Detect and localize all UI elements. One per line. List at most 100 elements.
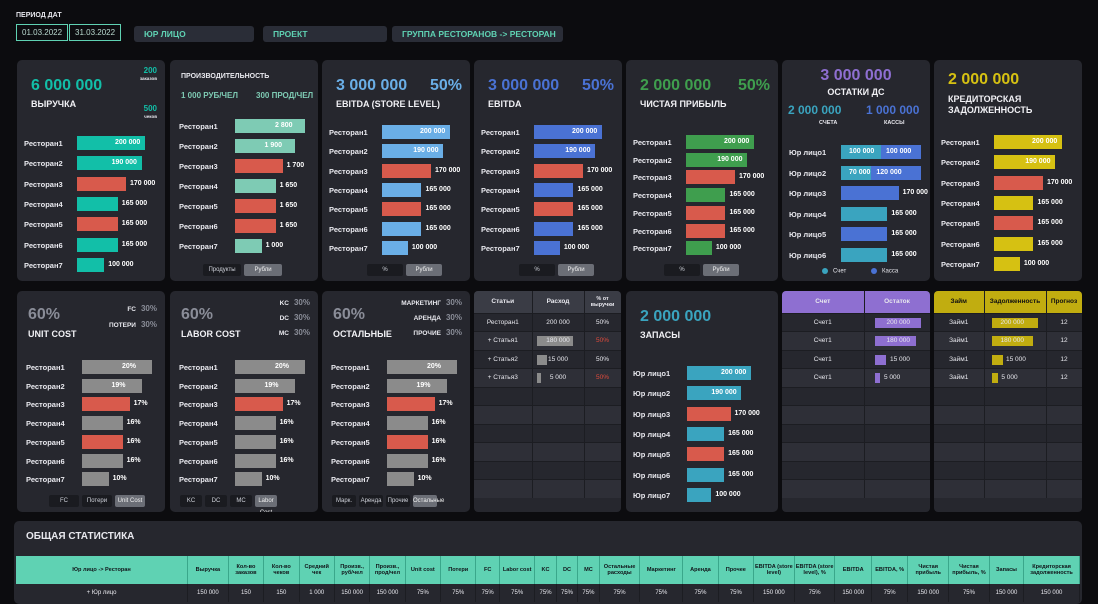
- bar-row[interactable]: Юр лицо5 165 000: [626, 447, 778, 462]
- stats-header-cell[interactable]: EBITDA: [834, 556, 872, 584]
- bar-row[interactable]: Ресторан1 200 000: [17, 136, 165, 150]
- expense-row[interactable]: + Статья1 180 000 50%: [474, 331, 621, 350]
- bar-row[interactable]: Ресторан3 1 700: [170, 159, 318, 173]
- bar-row[interactable]: Ресторан2 190 000: [322, 144, 470, 159]
- expense-row[interactable]: + Статья2 15 000 50%: [474, 349, 621, 369]
- bar-row[interactable]: Ресторан5 165 000: [626, 205, 778, 220]
- toggle-button[interactable]: MC: [230, 495, 252, 507]
- toggle-button[interactable]: %: [664, 264, 700, 276]
- bar-row[interactable]: Ресторан2 19%: [170, 378, 318, 393]
- toggle-button[interactable]: Labor Cost: [255, 495, 277, 512]
- bar-row[interactable]: Ресторан3 17%: [322, 397, 470, 412]
- bar-row[interactable]: Ресторан5 16%: [170, 434, 318, 449]
- stats-header-cell[interactable]: Кредиторская задолженность: [1023, 556, 1080, 584]
- toggle-button[interactable]: DC: [205, 495, 227, 507]
- bar-row[interactable]: Ресторан7 1 000: [170, 239, 318, 253]
- bar-row[interactable]: Юр лицо6 165 000: [782, 248, 930, 262]
- bar-row[interactable]: Ресторан1 2 800: [170, 119, 318, 133]
- bar-row[interactable]: Ресторан1 200 000: [474, 125, 622, 139]
- loan-row[interactable]: Займ1 5 000 12: [934, 368, 1082, 387]
- bar-row[interactable]: Ресторан2 19%: [17, 378, 165, 393]
- bar-row[interactable]: Ресторан1 20%: [17, 360, 165, 374]
- bar-row[interactable]: Ресторан4 165 000: [474, 182, 622, 197]
- filter-project[interactable]: ПРОЕКТ: [263, 26, 387, 42]
- toggle-button[interactable]: Потери: [82, 495, 112, 507]
- stats-header-cell[interactable]: Произв., прод/чел: [369, 556, 406, 584]
- stats-header-cell[interactable]: Остальные расходы: [599, 556, 641, 584]
- stats-header-cell[interactable]: Labor cost: [499, 556, 536, 584]
- bar-row[interactable]: Юр лицо4 165 000: [626, 426, 778, 441]
- bar-row[interactable]: Юр лицо2 70 000 120 000: [782, 165, 930, 180]
- bar-row[interactable]: Ресторан2 190 000: [626, 152, 778, 167]
- stats-header-cell[interactable]: Юр лицо -> Ресторан: [16, 556, 189, 584]
- bar-row[interactable]: Ресторан3 17%: [17, 397, 165, 412]
- bar-row[interactable]: Ресторан2 1 900: [170, 139, 318, 153]
- toggle-button[interactable]: Остальные: [413, 495, 444, 507]
- bar-row[interactable]: Юр лицо4 165 000: [782, 206, 930, 221]
- bar-row[interactable]: Ресторан5 165 000: [934, 216, 1082, 231]
- stats-header-cell[interactable]: Потери: [440, 556, 477, 584]
- bar-row[interactable]: Ресторан5 165 000: [322, 202, 470, 217]
- toggle-button[interactable]: %: [367, 264, 403, 276]
- toggle-button[interactable]: FC: [49, 495, 79, 507]
- bar-row[interactable]: Ресторан7 100 000: [322, 240, 470, 255]
- bar-row[interactable]: Юр лицо6 165 000: [626, 467, 778, 482]
- loans-header-forecast[interactable]: Прогноз: [1046, 291, 1082, 313]
- bar-row[interactable]: Ресторан5 165 000: [474, 202, 622, 217]
- bar-row[interactable]: Ресторан4 165 000: [322, 182, 470, 197]
- bar-row[interactable]: Ресторан3 17%: [170, 397, 318, 412]
- account-row[interactable]: Счет1 15 000: [782, 349, 930, 369]
- stats-header-cell[interactable]: EBITDA, %: [871, 556, 909, 584]
- bar-row[interactable]: Ресторан4 1 650: [170, 179, 318, 193]
- bar-row[interactable]: Ресторан3 170 000: [474, 163, 622, 178]
- stats-header-cell[interactable]: EBITDA (store level): [753, 556, 795, 584]
- bar-row[interactable]: Ресторан7 10%: [17, 472, 165, 487]
- bar-row[interactable]: Ресторан6 16%: [17, 453, 165, 468]
- bar-row[interactable]: Ресторан7 100 000: [626, 241, 778, 256]
- bar-row[interactable]: Ресторан5 16%: [322, 434, 470, 449]
- bar-row[interactable]: Ресторан4 16%: [170, 416, 318, 431]
- loans-header-loan[interactable]: Займ: [934, 291, 985, 313]
- expense-item[interactable]: Ресторан1: [474, 312, 533, 332]
- account-row[interactable]: Счет1 180 000: [782, 331, 930, 350]
- bar-row[interactable]: Ресторан2 19%: [322, 378, 470, 393]
- stats-header-cell[interactable]: Кол-во заказов: [228, 556, 265, 584]
- expense-row[interactable]: Ресторан1 200 000 50%: [474, 312, 621, 332]
- bar-row[interactable]: Ресторан1 200 000: [322, 125, 470, 139]
- bar-row[interactable]: Ресторан1 20%: [170, 360, 318, 374]
- expense-item[interactable]: + Статья1: [474, 331, 533, 350]
- bar-row[interactable]: Ресторан7 100 000: [474, 240, 622, 255]
- stats-header-cell[interactable]: Чистая прибыль, %: [948, 556, 990, 584]
- bar-row[interactable]: Ресторан5 165 000: [17, 217, 165, 232]
- bar-row[interactable]: Юр лицо3 170 000: [626, 406, 778, 421]
- bar-row[interactable]: Юр лицо3 170 000: [782, 186, 930, 201]
- bar-row[interactable]: Ресторан5 1 650: [170, 199, 318, 213]
- toggle-button[interactable]: Аренда: [359, 495, 383, 507]
- bar-row[interactable]: Ресторан6 165 000: [17, 237, 165, 252]
- toggle-button[interactable]: Продукты: [203, 264, 241, 276]
- bar-row[interactable]: Ресторан3 170 000: [626, 170, 778, 185]
- stats-header-cell[interactable]: MC: [577, 556, 600, 584]
- loan-row[interactable]: Займ1 180 000 12: [934, 331, 1082, 350]
- account-row[interactable]: Счет1 200 000: [782, 312, 930, 332]
- toggle-button[interactable]: %: [519, 264, 555, 276]
- stats-header-cell[interactable]: Unit cost: [405, 556, 442, 584]
- bar-row[interactable]: Ресторан5 16%: [17, 434, 165, 449]
- accounts-header-account[interactable]: Счет: [782, 291, 865, 313]
- bar-row[interactable]: Ресторан2 190 000: [934, 155, 1082, 170]
- bar-row[interactable]: Юр лицо1 200 000: [626, 366, 778, 380]
- bar-row[interactable]: Ресторан3 170 000: [322, 163, 470, 178]
- toggle-button[interactable]: Рубли: [703, 264, 739, 276]
- bar-row[interactable]: Ресторан7 10%: [170, 472, 318, 487]
- bar-row[interactable]: Ресторан4 165 000: [17, 196, 165, 211]
- bar-row[interactable]: Ресторан6 165 000: [626, 223, 778, 238]
- bar-row[interactable]: Ресторан6 165 000: [474, 221, 622, 236]
- bar-row[interactable]: Ресторан6 16%: [322, 453, 470, 468]
- expense-row[interactable]: + Статья3 5 000 50%: [474, 368, 621, 387]
- bar-row[interactable]: Ресторан1 200 000: [626, 135, 778, 149]
- bar-row[interactable]: Ресторан3 170 000: [17, 176, 165, 191]
- toggle-button[interactable]: Рубли: [558, 264, 594, 276]
- bar-row[interactable]: Юр лицо1 100 000 100 000: [782, 145, 930, 159]
- bar-row[interactable]: Ресторан7 10%: [322, 472, 470, 487]
- stats-row[interactable]: + Юр лицо 150 000 150 150 1 000 150 000 150 00…: [16, 584, 1080, 602]
